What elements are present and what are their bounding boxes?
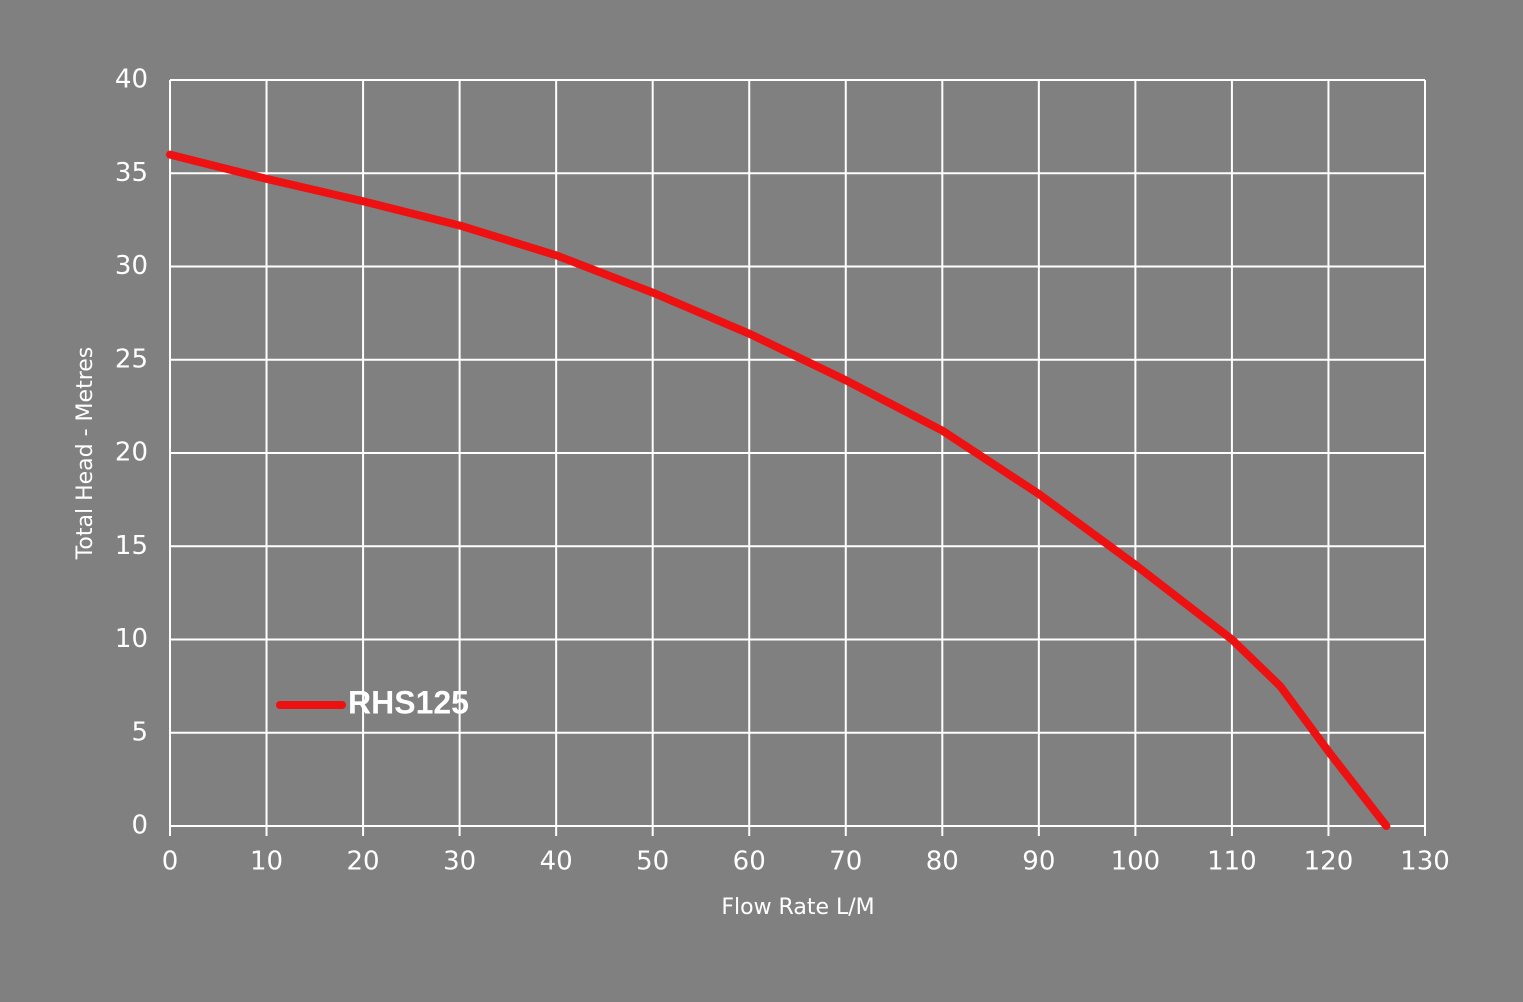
x-tick-label: 60: [733, 847, 766, 877]
data-line: [166, 150, 1391, 830]
x-tick-label: 110: [1207, 847, 1257, 877]
x-tick-label: 0: [162, 847, 179, 877]
y-tick-label: 5: [131, 717, 148, 747]
y-tick-label: 25: [115, 344, 148, 374]
y-tick-label: 35: [115, 158, 148, 188]
y-tick-label: 15: [115, 531, 148, 561]
y-tick-label: 0: [131, 811, 148, 841]
x-tick-label: 100: [1111, 847, 1161, 877]
x-tick-label: 10: [250, 847, 283, 877]
y-tick-label: 40: [115, 65, 148, 95]
y-axis-title: Total Head - Metres: [73, 347, 98, 561]
x-tick-label: 40: [540, 847, 573, 877]
x-tick-label: 120: [1304, 847, 1354, 877]
x-tick-label: 30: [443, 847, 476, 877]
x-tick-label: 70: [829, 847, 862, 877]
y-tick-label: 10: [115, 624, 148, 654]
legend-label: RHS125: [348, 684, 469, 720]
x-tick-label: 90: [1022, 847, 1055, 877]
x-tick-label: 20: [347, 847, 380, 877]
x-tick-label: 50: [636, 847, 669, 877]
y-tick-label: 20: [115, 438, 148, 468]
y-tick-label: 30: [115, 251, 148, 281]
x-axis-title: Flow Rate L/M: [721, 895, 874, 920]
x-tick-label: 80: [926, 847, 959, 877]
x-tick-label: 130: [1400, 847, 1450, 877]
